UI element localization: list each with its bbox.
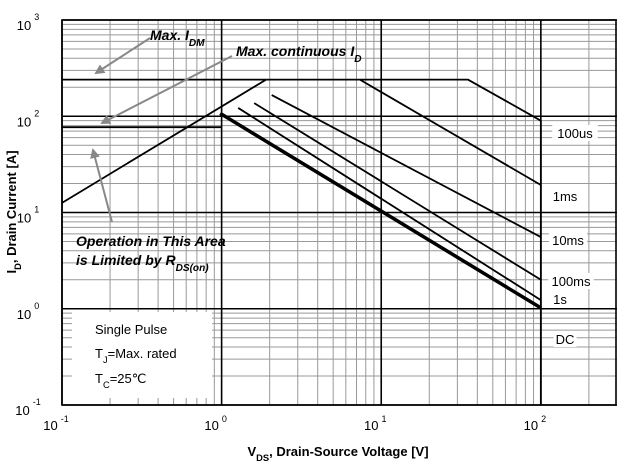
text-part: is Limited by R	[76, 252, 176, 268]
arrow	[90, 148, 113, 223]
tick-exponent: 0	[34, 301, 39, 311]
series-label: 1s	[553, 292, 567, 307]
text-part: , Drain-Source Voltage [V]	[269, 444, 428, 459]
overlay: 10 -1 10 0 10 1 10 210-1100101102103100us1ms10m…	[4, 12, 598, 463]
plot-border	[61, 19, 617, 406]
tick-base: 10	[43, 418, 57, 433]
text-part: Operation in This Area	[76, 233, 226, 249]
note: TC=25℃	[95, 371, 146, 390]
note: Single Pulse	[95, 322, 167, 337]
series-label: DC	[556, 332, 575, 347]
marks	[61, 78, 542, 405]
series-label: 100ms	[551, 274, 591, 289]
note: TJ=Max. rated	[95, 346, 177, 365]
text-part: T	[95, 371, 103, 386]
series-line	[237, 107, 542, 301]
text-part: =Max. rated	[108, 346, 177, 361]
label-bg	[552, 125, 598, 141]
subscript: DS(on)	[176, 263, 210, 274]
subscript: D	[354, 54, 361, 65]
tick-exponent: 1	[381, 414, 386, 424]
y-tick-label: 10 -1	[15, 397, 40, 418]
text-part: =25℃	[110, 371, 147, 386]
series-line	[253, 102, 542, 281]
subscript: DM	[189, 38, 205, 49]
x-tick-label: 10 1	[364, 414, 386, 433]
series-line	[266, 78, 542, 122]
series-line	[271, 94, 542, 238]
label-bg	[548, 273, 594, 289]
series-label: 1ms	[553, 189, 578, 204]
series-line	[359, 78, 542, 186]
tick-exponent: 2	[541, 414, 546, 424]
subscript: DS	[256, 453, 269, 463]
label-bg	[548, 291, 572, 307]
tick-exponent: 0	[222, 414, 227, 424]
tick-base: 10	[364, 418, 378, 433]
y-axis-label: ID, Drain Current [A]	[4, 150, 23, 273]
y-tick-label: 100	[17, 301, 39, 322]
tick-base: 10	[17, 211, 31, 226]
series-label: 10ms	[552, 233, 584, 248]
tick-exponent: 1	[34, 205, 39, 215]
x-axis-label: VDS, Drain-Source Voltage [V]	[247, 444, 428, 463]
x-tick-label: 10 0	[204, 414, 226, 433]
annotation: Operation in This Area	[76, 233, 226, 249]
arrow	[100, 55, 233, 124]
label-bg	[549, 232, 587, 248]
series-label: 100us	[557, 126, 593, 141]
subscript: C	[103, 380, 110, 390]
text-part: , Drain Current [A]	[4, 150, 19, 263]
annotation: Max. IDM	[150, 27, 205, 49]
label-bg	[549, 188, 581, 204]
tick-base: 10	[17, 307, 31, 322]
series-line	[219, 111, 542, 310]
label-bg	[553, 331, 577, 347]
text-part: Max. I	[150, 27, 190, 43]
text-part: I	[4, 270, 19, 274]
text-part: Single Pulse	[95, 322, 167, 337]
x-tick-label: 10 2	[524, 414, 546, 433]
tick-exponent: -1	[33, 397, 41, 407]
x-tick-label: 10 -1	[43, 414, 68, 433]
tick-exponent: -1	[61, 414, 69, 424]
annotation: Max. continuous ID	[236, 43, 362, 65]
annotation: is Limited by RDS(on)	[76, 252, 209, 274]
tick-base: 10	[17, 18, 31, 33]
note-box	[72, 312, 212, 398]
tick-base: 10	[15, 403, 29, 418]
text-part: V	[247, 444, 256, 459]
tick-exponent: 3	[34, 12, 39, 22]
tick-base: 10	[204, 418, 218, 433]
text-part: Max. continuous I	[236, 43, 355, 59]
y-tick-label: 103	[17, 12, 39, 33]
tick-exponent: 2	[34, 108, 39, 118]
text-part: T	[95, 346, 103, 361]
y-tick-label: 101	[17, 205, 39, 226]
tick-base: 10	[524, 418, 538, 433]
arrow	[94, 37, 151, 75]
y-tick-label: 102	[17, 108, 39, 129]
subscript: D	[13, 263, 23, 270]
series-line	[61, 78, 267, 204]
subscript: J	[103, 355, 108, 365]
tick-base: 10	[17, 114, 31, 129]
